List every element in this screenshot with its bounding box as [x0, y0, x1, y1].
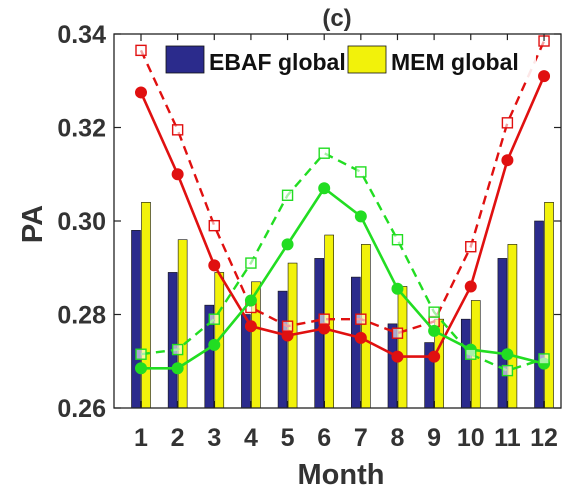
legend-swatch-mem [347, 45, 387, 74]
square-marker [171, 124, 184, 136]
x-axis-label: Month [298, 459, 385, 491]
circle-marker [501, 348, 514, 361]
circle-marker [208, 259, 221, 272]
circle-marker [244, 320, 257, 333]
square-marker [135, 44, 147, 57]
square-marker [501, 117, 514, 129]
square-marker [135, 348, 147, 360]
series-line-1 [139, 40, 546, 335]
y-axis-label: PA [17, 205, 49, 243]
square-marker [465, 241, 477, 253]
bar-ebaf [131, 230, 141, 409]
series-line-0 [139, 75, 546, 358]
square-marker [501, 364, 514, 377]
circle-marker [244, 294, 257, 307]
x-tick-label: 7 [354, 424, 368, 452]
legend: EBAF global MEM global [158, 40, 536, 80]
square-marker [318, 313, 330, 325]
circle-marker [428, 324, 441, 337]
x-tick-label: 10 [457, 424, 485, 452]
bar-mem [361, 244, 371, 409]
circle-marker [171, 362, 184, 375]
bar-ebaf [167, 272, 178, 409]
plot-area [114, 34, 561, 408]
x-tick-label: 4 [244, 424, 258, 452]
y-tick-label: 0.32 [57, 115, 106, 143]
bar-ebaf [497, 258, 508, 409]
chart-title: (c) [322, 5, 351, 32]
square-marker [355, 166, 367, 178]
x-tick-label: 8 [391, 424, 405, 452]
x-tick-label: 3 [207, 424, 221, 452]
square-marker [318, 147, 330, 159]
circle-marker [318, 182, 331, 195]
y-tick-label: 0.28 [57, 302, 106, 330]
bar-ebaf [534, 220, 544, 409]
circle-marker [428, 350, 441, 363]
y-axis: 0.26 0.28 0.30 0.32 0.34 [57, 21, 561, 423]
circle-marker [171, 168, 184, 181]
x-tick-label: 2 [171, 424, 185, 452]
square-marker [428, 306, 440, 318]
square-marker [208, 313, 220, 325]
x-tick-label: 6 [317, 424, 331, 452]
x-tick-label: 9 [427, 424, 441, 452]
circle-marker [135, 86, 147, 99]
circle-marker [354, 331, 367, 344]
series-line-2 [141, 186, 545, 370]
series-line-3 [140, 151, 545, 372]
bar-ebaf [460, 318, 471, 409]
circle-marker [391, 282, 404, 295]
bar-mem [544, 202, 554, 409]
square-marker [465, 348, 477, 360]
legend-label-mem: MEM global [391, 49, 519, 75]
circle-marker [281, 238, 294, 251]
square-marker [355, 313, 367, 325]
x-tick-label: 11 [494, 424, 521, 452]
square-marker [391, 327, 404, 339]
legend-box [158, 40, 536, 80]
square-marker [208, 219, 220, 232]
x-tick-label: 12 [530, 424, 558, 452]
circle-marker [464, 280, 477, 293]
circle-marker [538, 70, 551, 83]
square-marker [281, 189, 294, 201]
square-marker [281, 320, 294, 332]
lines-layer [135, 35, 551, 377]
square-marker [538, 353, 550, 365]
x-tick-label: 5 [281, 424, 295, 452]
square-marker [171, 343, 184, 356]
bar-ebaf [277, 290, 288, 409]
legend-label-ebaf: EBAF global [209, 49, 346, 75]
circle-marker [354, 210, 367, 223]
bar-mem [177, 239, 188, 409]
bar-mem [507, 244, 518, 409]
square-marker [391, 233, 404, 246]
x-tick-label: 1 [134, 424, 148, 452]
circle-marker [135, 362, 147, 375]
y-tick-label: 0.34 [57, 21, 106, 49]
bar-mem [141, 202, 151, 409]
legend-swatch-ebaf [165, 45, 205, 74]
y-tick-label: 0.26 [57, 395, 106, 423]
y-tick-label: 0.30 [57, 208, 106, 236]
square-marker [245, 257, 257, 269]
circle-marker [391, 350, 404, 363]
x-axis: 1 2 3 4 5 6 7 8 9 10 11 12 [134, 34, 558, 452]
bar-mem [397, 286, 408, 409]
circle-marker [208, 338, 221, 351]
circle-marker [501, 154, 514, 167]
